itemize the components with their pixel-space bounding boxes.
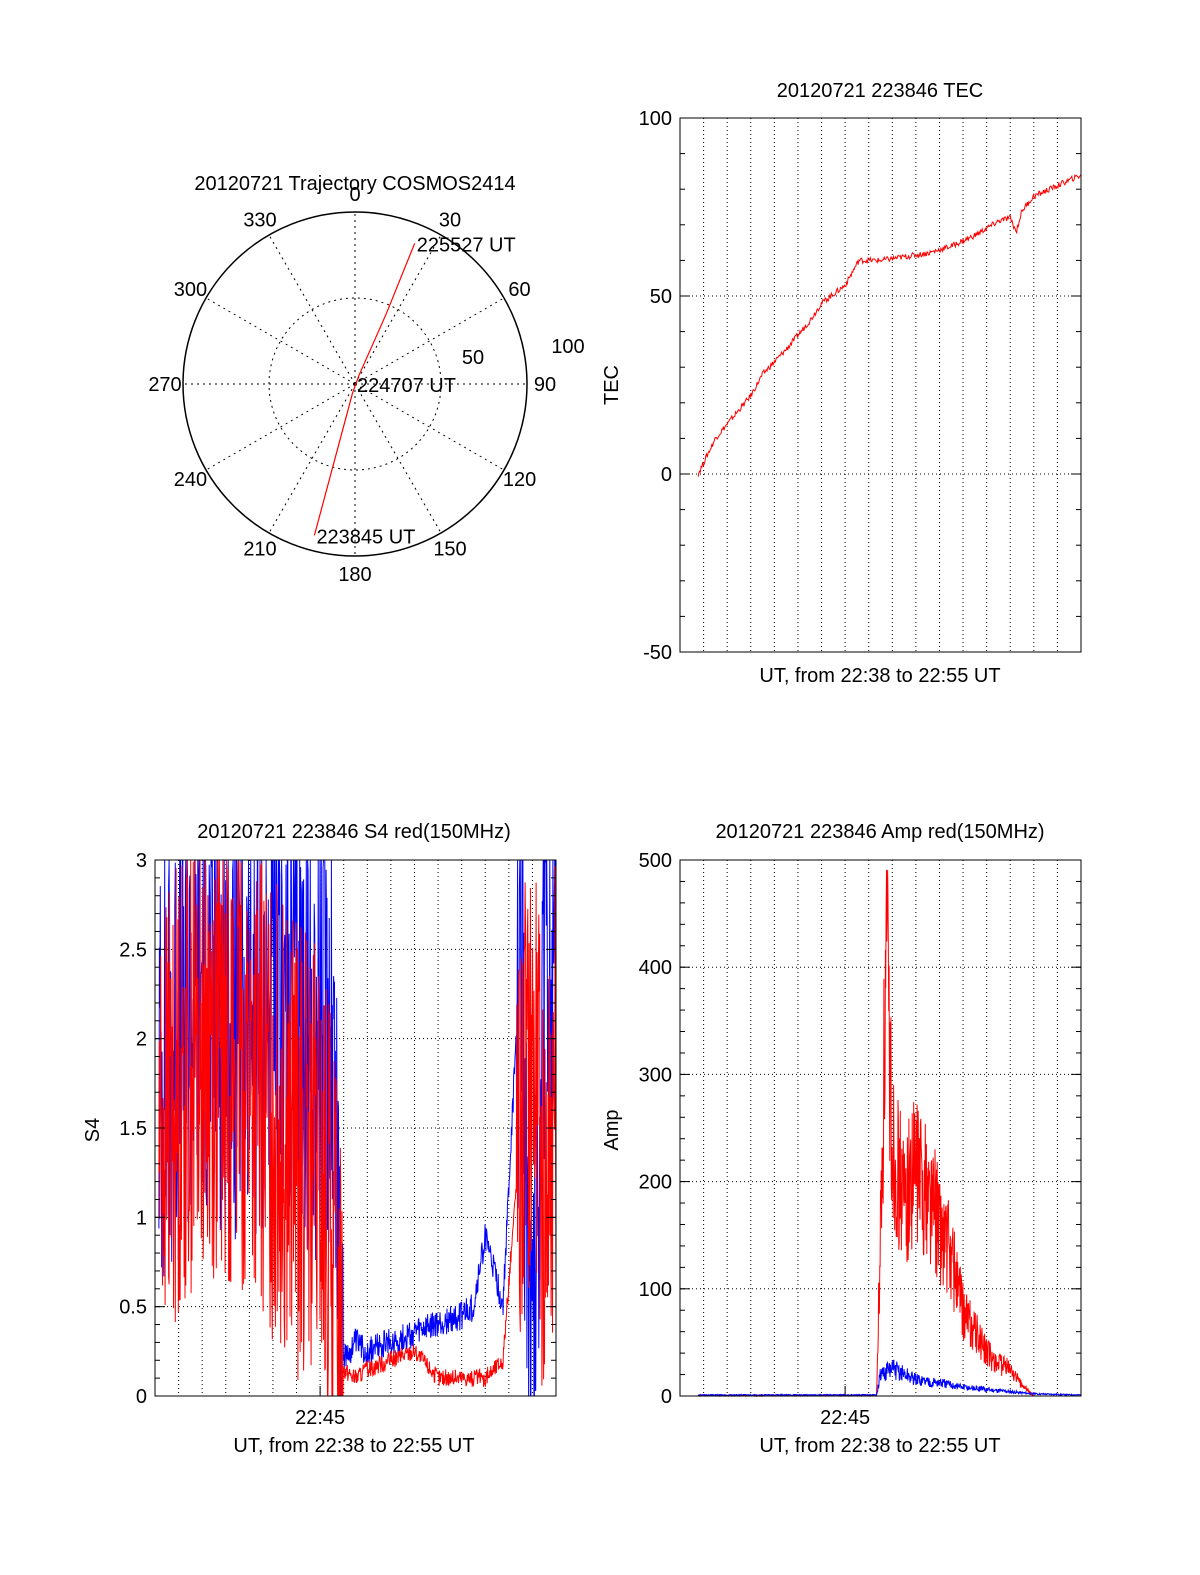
azimuth-label: 180 xyxy=(338,564,371,586)
y-tick-label: 1.5 xyxy=(119,1118,147,1140)
polar-spoke xyxy=(205,383,356,471)
x-tick-label: 22:45 xyxy=(820,1407,870,1429)
polar-spoke xyxy=(268,383,356,534)
tec-xlabel: UT, from 22:38 to 22:55 UT xyxy=(759,665,1000,687)
y-tick-label: 3 xyxy=(136,850,147,872)
series-line xyxy=(698,869,1035,1398)
trajectory-annotations: 223845 UT 224707 UT 225527 UT xyxy=(316,234,515,548)
tec-title: 20120721 223846 TEC xyxy=(777,80,983,102)
y-tick-label: 50 xyxy=(650,286,672,308)
s4-xlabel: UT, from 22:38 to 22:55 UT xyxy=(233,1435,474,1457)
tec-plot-frame xyxy=(679,117,1082,653)
azimuth-label: 330 xyxy=(243,209,276,231)
amp-y-ticks: 0 100 200 300 400 500 xyxy=(639,850,1081,1408)
y-tick-label: 400 xyxy=(639,957,672,979)
y-tick-label: 0 xyxy=(136,1386,147,1408)
trajectory-time-label: 223845 UT xyxy=(316,526,415,548)
azimuth-label: 150 xyxy=(433,539,466,561)
s4-chart: 20120721 223846 S4 red(150MHz) 0 0.5 1 1.5 2… xyxy=(82,821,557,1457)
azimuth-label: 210 xyxy=(243,539,276,561)
polar-spoke xyxy=(205,297,356,385)
s4-y-ticks: 0 0.5 1 1.5 2 2.5 3 xyxy=(119,850,556,1408)
polar-radial-labels: 50 100 xyxy=(462,336,585,369)
amp-series xyxy=(697,869,1082,1398)
polar-outer-circle xyxy=(182,211,528,557)
azimuth-label: 60 xyxy=(508,279,530,301)
trajectory-time-label: 224707 UT xyxy=(357,375,456,397)
azimuth-label: 120 xyxy=(503,469,536,491)
tec-chart: 20120721 223846 TEC -50 0 50 100 UT, from 2… xyxy=(601,80,1082,687)
y-tick-label: 2 xyxy=(136,1029,147,1051)
y-tick-label: 0 xyxy=(661,1386,672,1408)
amp-ylabel: Amp xyxy=(601,1109,623,1150)
y-tick-label: 100 xyxy=(639,1279,672,1301)
series-line xyxy=(697,1359,1082,1397)
y-tick-label: 2.5 xyxy=(119,939,147,961)
polar-trajectory-chart: 20120721 Trajectory COSMOS2414 0 30 60 90 12… xyxy=(148,173,584,586)
azimuth-label: 300 xyxy=(174,279,207,301)
y-tick-label: 0 xyxy=(661,464,672,486)
y-tick-label: 500 xyxy=(639,850,672,872)
tec-ylabel: TEC xyxy=(601,365,623,405)
tec-series xyxy=(697,173,1082,477)
amp-grid xyxy=(680,860,1081,1396)
series-line xyxy=(697,173,1082,477)
s4-x-ticks: 22:45 xyxy=(295,1386,345,1429)
x-tick-label: 22:45 xyxy=(295,1407,345,1429)
azimuth-label: 90 xyxy=(534,374,556,396)
y-tick-label: 1 xyxy=(136,1207,147,1229)
amp-chart: 20120721 223846 Amp red(150MHz) 0 100 200 3… xyxy=(601,821,1082,1457)
azimuth-label: 240 xyxy=(174,469,207,491)
azimuth-label: 0 xyxy=(349,184,360,206)
s4-ylabel: S4 xyxy=(82,1118,104,1142)
y-tick-label: 300 xyxy=(639,1064,672,1086)
radial-label: 50 xyxy=(462,347,484,369)
amp-xlabel: UT, from 22:38 to 22:55 UT xyxy=(759,1435,1000,1457)
s4-plot-frame xyxy=(154,859,557,1397)
tec-grid xyxy=(680,118,1081,652)
s4-series xyxy=(158,859,557,1397)
polar-azimuth-labels: 0 30 60 90 120 150 180 210 240 270 300 330 xyxy=(148,184,556,586)
trajectory-time-label: 225527 UT xyxy=(417,234,516,256)
radial-label: 100 xyxy=(551,336,584,358)
y-tick-label: 100 xyxy=(639,108,672,130)
polar-spoke xyxy=(354,383,505,471)
polar-spoke xyxy=(354,297,505,385)
polar-spoke xyxy=(354,234,442,385)
y-tick-label: 200 xyxy=(639,1172,672,1194)
trajectory-line xyxy=(313,243,416,536)
azimuth-label: 30 xyxy=(439,209,461,231)
amp-x-ticks: 22:45 xyxy=(820,1386,870,1429)
polar-spoke xyxy=(354,383,442,534)
azimuth-label: 270 xyxy=(148,374,181,396)
y-tick-label: -50 xyxy=(643,642,672,664)
polar-spoke xyxy=(268,234,356,385)
s4-title: 20120721 223846 S4 red(150MHz) xyxy=(197,821,511,843)
amp-title: 20120721 223846 Amp red(150MHz) xyxy=(715,821,1044,843)
polar-title: 20120721 Trajectory COSMOS2414 xyxy=(194,173,515,195)
y-tick-label: 0.5 xyxy=(119,1297,147,1319)
polar-grid xyxy=(182,211,528,557)
series-line xyxy=(158,859,557,1397)
amp-plot-frame xyxy=(679,859,1082,1397)
tec-y-ticks: -50 0 50 100 xyxy=(639,108,1081,664)
trajectory-path xyxy=(313,243,416,536)
